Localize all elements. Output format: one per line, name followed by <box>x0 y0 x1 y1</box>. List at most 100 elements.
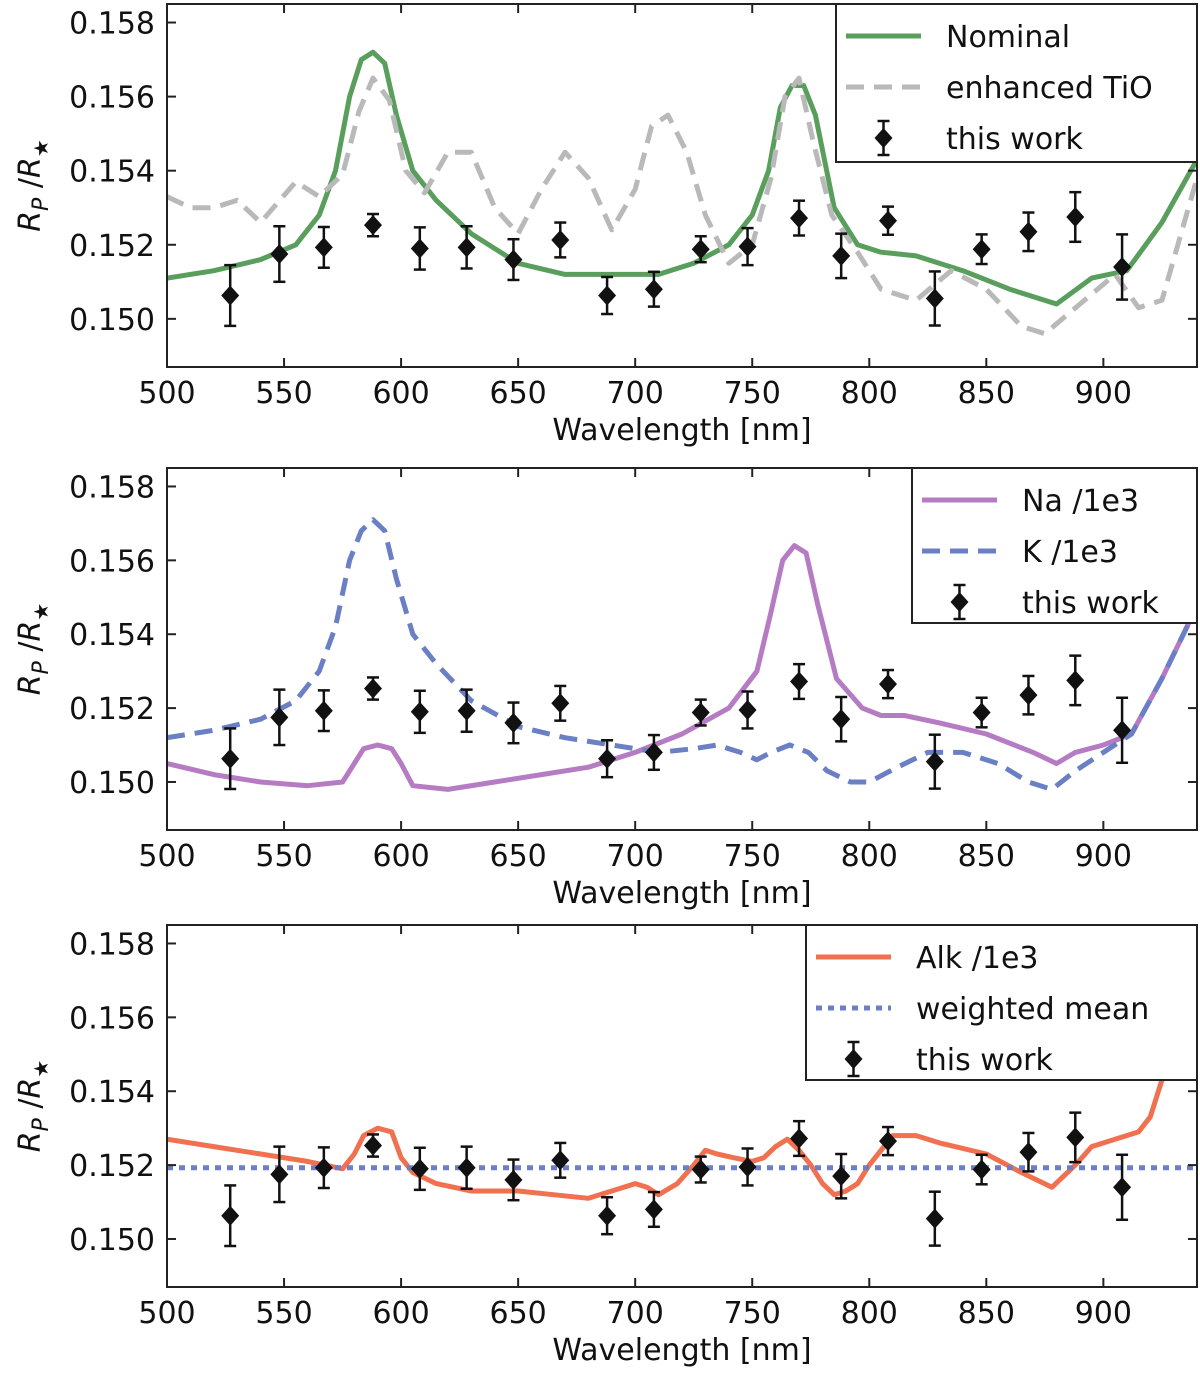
point-marker <box>738 699 757 720</box>
series-line-0 <box>167 49 1197 307</box>
point-marker <box>364 678 382 699</box>
point-marker <box>1113 256 1132 277</box>
x-tick-label: 850 <box>958 376 1015 411</box>
data-point <box>738 690 757 730</box>
data-point <box>1113 1153 1132 1222</box>
data-point <box>925 1190 944 1247</box>
data-point <box>644 733 663 772</box>
data-point <box>644 270 663 308</box>
data-point <box>221 727 240 791</box>
point-marker <box>790 671 809 692</box>
y-tick-label: 0.152 <box>69 229 155 264</box>
legend-label: Alk /1e3 <box>916 941 1039 976</box>
x-tick-label: 550 <box>255 839 312 874</box>
y-tick-label: 0.158 <box>69 7 155 42</box>
y-tick-label: 0.158 <box>69 470 155 505</box>
data-point <box>364 676 382 701</box>
y-tick-label: 0.154 <box>69 618 155 653</box>
legend-label: this work <box>916 1043 1054 1078</box>
axes-frame <box>166 467 1198 831</box>
data-point <box>551 221 570 259</box>
data-point <box>644 1190 663 1229</box>
point-marker <box>1066 670 1085 691</box>
point-marker <box>832 245 851 266</box>
data-point <box>270 224 289 284</box>
point-marker <box>551 1150 570 1171</box>
y-axis-label: RP /R★ <box>13 139 54 232</box>
point-marker <box>972 1159 991 1180</box>
y-axis-label-star: ★ <box>29 1060 53 1078</box>
x-tick-label: 750 <box>724 1296 781 1331</box>
point-marker <box>410 238 429 259</box>
point-marker <box>972 702 991 723</box>
y-tick-label: 0.156 <box>69 81 155 116</box>
panel-middle: 500 550 600 650 700 750 800 850 900 0.150 0.152 0.1… <box>13 467 1198 911</box>
data-point <box>879 1125 897 1157</box>
data-point <box>270 1145 289 1204</box>
point-marker <box>314 700 333 721</box>
data-point <box>832 1152 851 1200</box>
series-line-1 <box>167 517 1195 792</box>
y-tick-label: 0.154 <box>69 155 155 190</box>
y-axis-label-sub: P <box>29 660 54 674</box>
plot-area <box>167 517 1195 792</box>
data-point <box>221 1184 240 1248</box>
y-tick-label: 0.154 <box>69 1075 155 1110</box>
x-tick-label: 850 <box>958 839 1015 874</box>
data-point <box>410 689 429 735</box>
legend-box <box>805 924 1198 1081</box>
point-marker <box>691 1159 710 1180</box>
y-tick-label: 0.156 <box>69 544 155 579</box>
point-marker <box>364 215 382 236</box>
x-tick-label: 800 <box>841 839 898 874</box>
point-marker <box>314 1157 333 1178</box>
x-tick-label: 600 <box>372 1296 429 1331</box>
data-point <box>457 688 476 733</box>
legend-marker <box>844 1049 863 1069</box>
point-marker <box>270 707 289 728</box>
y-tick-label: 0.156 <box>69 1001 155 1036</box>
x-axis-label: Wavelength [nm] <box>552 413 811 448</box>
point-marker <box>1066 206 1085 227</box>
x-tick-label: 700 <box>607 839 664 874</box>
x-tick-label: 900 <box>1075 1296 1132 1331</box>
legend-label: Na /1e3 <box>1022 484 1139 519</box>
data-point <box>879 668 897 700</box>
x-tick-label: 500 <box>138 1296 195 1331</box>
point-marker <box>598 1205 617 1226</box>
legend-marker <box>950 592 969 612</box>
data-point <box>1066 1111 1085 1164</box>
data-point <box>270 688 289 747</box>
data-point <box>972 1153 991 1186</box>
legend-label: Nominal <box>946 20 1070 55</box>
data-point <box>925 733 944 790</box>
x-tick-label: 500 <box>138 839 195 874</box>
point-marker <box>364 1135 382 1156</box>
data-point <box>598 738 617 779</box>
point-marker <box>1113 720 1132 741</box>
point-marker <box>879 1131 897 1152</box>
panel-bottom: 500 550 600 650 700 750 800 850 900 0.150 0.152 0.1… <box>13 924 1198 1368</box>
y-axis-label-star: ★ <box>29 139 53 157</box>
legend-label: this work <box>1022 586 1160 621</box>
point-marker <box>270 244 289 265</box>
x-tick-label: 800 <box>841 376 898 411</box>
series-line-1 <box>167 75 1197 337</box>
data-point <box>314 1146 333 1190</box>
y-axis-label-sub: P <box>29 1117 54 1131</box>
series-line-0 <box>167 1016 1188 1201</box>
y-axis-label-base: R <box>13 211 48 232</box>
y-tick-label: 0.150 <box>69 766 155 801</box>
point-marker <box>1019 221 1038 242</box>
point-marker <box>972 239 991 260</box>
data-point <box>879 205 897 237</box>
point-marker <box>790 1128 809 1149</box>
point-marker <box>832 709 851 730</box>
point-marker <box>644 742 663 763</box>
y-axis-label: RP /R★ <box>13 1060 54 1153</box>
data-point <box>691 234 710 264</box>
legend-label: weighted mean <box>916 992 1149 1027</box>
data-point <box>314 689 333 733</box>
point-marker <box>925 288 944 309</box>
point-marker <box>1019 1142 1038 1163</box>
